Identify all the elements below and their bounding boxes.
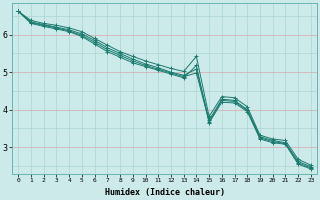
X-axis label: Humidex (Indice chaleur): Humidex (Indice chaleur) [105,188,225,197]
